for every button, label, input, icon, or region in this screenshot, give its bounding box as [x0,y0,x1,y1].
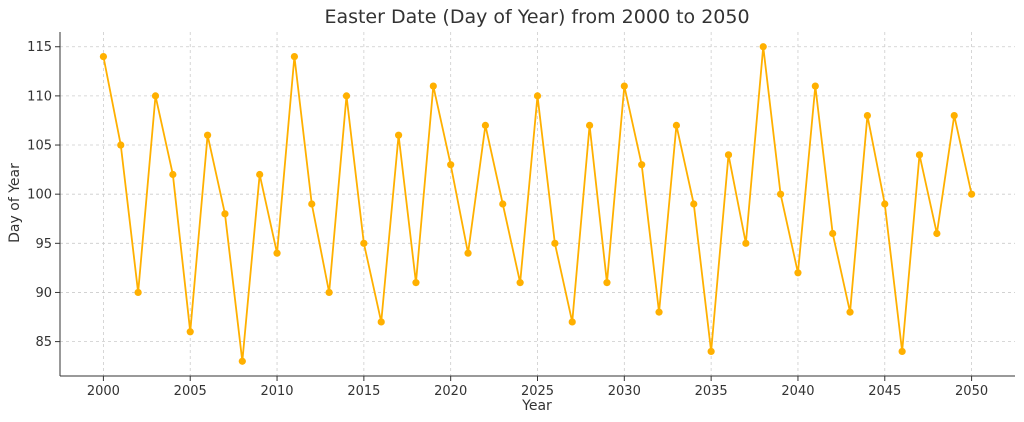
x-tick-label: 2025 [521,384,554,399]
data-point [603,279,611,287]
data-point [169,170,177,179]
data-point [915,151,924,159]
data-point [464,249,472,257]
data-point [707,347,715,356]
data-point [238,357,246,365]
x-tick-label: 2020 [434,384,467,399]
data-point [516,279,524,287]
data-point [846,308,854,316]
data-point [360,239,368,247]
x-tick-label: 2050 [955,384,988,399]
x-tick-label: 2035 [695,384,728,399]
x-tick-label: 2005 [174,384,207,399]
data-point [117,141,125,149]
data-point [447,161,455,169]
data-point [829,229,837,238]
y-tick-label: 110 [27,89,52,104]
data-point [151,92,160,100]
data-point [881,200,889,208]
x-axis-ticks: 2000 2005 2010 2015 2020 2025 2030 2035 2040 2045… [87,376,988,399]
data-point [481,121,490,129]
grid-lines [60,32,1015,376]
data-point [967,190,976,198]
data-point [759,43,767,51]
y-axis-ticks: 85 90 95 100 105 110 115 [27,40,60,350]
data-point [325,288,333,297]
data-point [290,52,299,61]
y-axis-label: Day of Year [7,163,23,243]
data-point [742,239,750,247]
data-point [794,269,802,277]
data-point [99,52,108,61]
y-tick-label: 100 [27,188,52,203]
data-point [273,249,281,257]
x-tick-label: 2000 [87,384,120,399]
chart-title: Easter Date (Day of Year) from 2000 to 2… [324,6,749,28]
x-tick-label: 2040 [781,384,814,399]
data-point [342,92,351,100]
data-point [811,82,819,90]
data-point [620,82,628,90]
y-tick-label: 85 [35,335,52,350]
data-point [585,121,594,129]
axes [59,32,1015,377]
data-point [256,170,264,179]
x-tick-label: 2030 [608,384,641,399]
data-point [186,328,194,336]
data-point [551,239,559,247]
y-tick-label: 115 [27,40,52,55]
data-point [203,131,212,139]
data-point [655,308,663,316]
x-axis-label: Year [521,398,552,414]
data-point [776,190,785,198]
data-points [99,43,976,365]
data-point [568,318,576,326]
data-point [672,121,681,129]
y-tick-label: 95 [35,237,52,252]
data-point [933,229,941,238]
x-tick-label: 2045 [868,384,901,399]
data-point [863,111,872,120]
data-point [898,347,906,356]
data-point [690,200,698,208]
data-point [412,279,420,287]
data-point [221,210,229,218]
y-tick-label: 105 [27,139,52,154]
data-point [134,288,142,297]
data-point [638,161,646,169]
data-point [429,82,437,90]
data-point [724,151,733,159]
y-tick-label: 90 [35,286,52,301]
data-point [308,200,316,208]
x-tick-label: 2015 [347,384,380,399]
data-point [377,318,385,326]
data-point [950,111,958,120]
data-point [533,92,542,100]
data-point [499,200,507,208]
x-tick-label: 2010 [260,384,293,399]
data-point [394,131,403,139]
